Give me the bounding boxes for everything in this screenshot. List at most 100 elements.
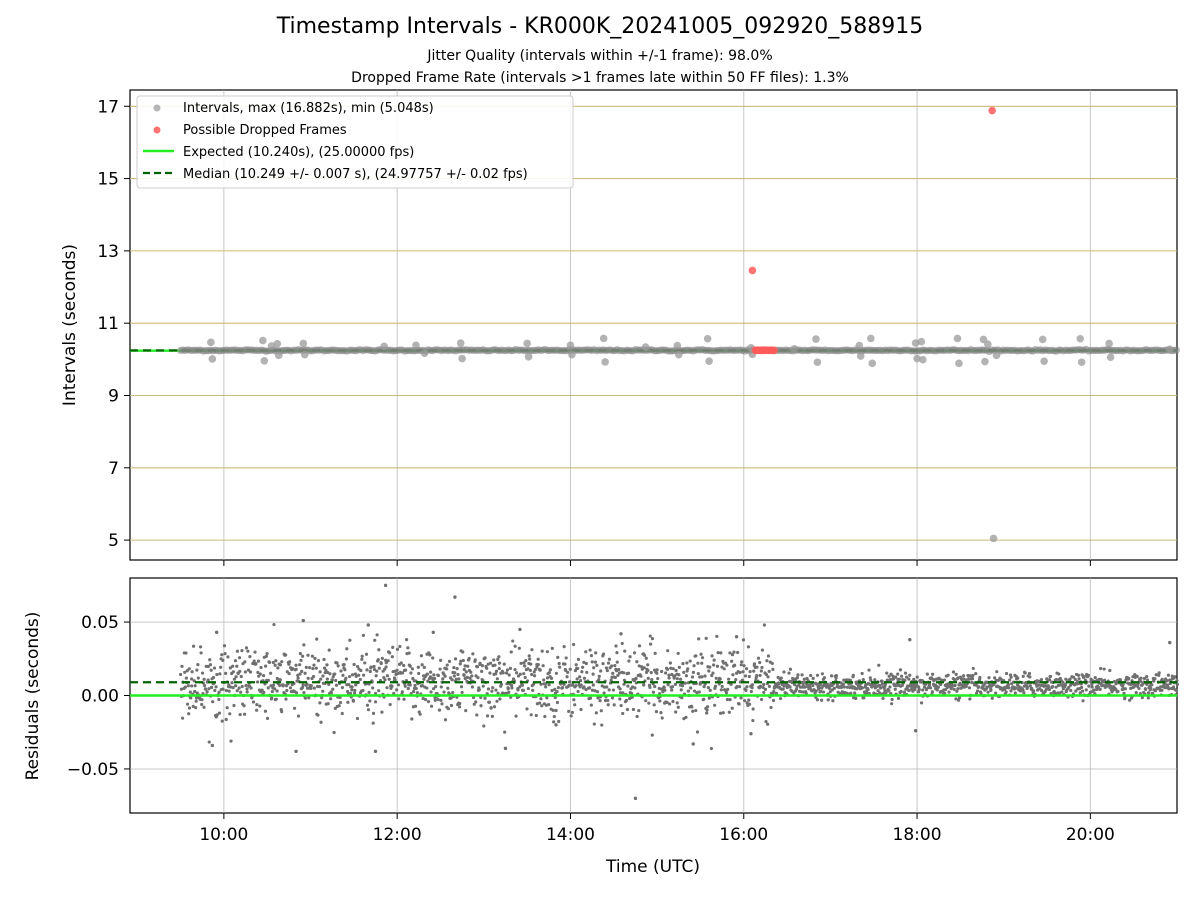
residual-point: [1175, 682, 1179, 686]
residual-point: [1005, 686, 1010, 690]
interval-point: [190, 346, 199, 354]
residual-point: [527, 661, 531, 666]
residual-point: [690, 705, 694, 709]
residual-point: [585, 670, 589, 674]
residual-point: [1053, 692, 1058, 696]
residual-point: [944, 674, 948, 678]
residual-point: [569, 693, 573, 697]
residual-point: [532, 670, 536, 674]
residual-point: [185, 702, 190, 706]
residual-point: [927, 685, 931, 690]
residual-point: [602, 685, 607, 689]
residual-point: [284, 697, 288, 701]
residual-point: [1136, 681, 1140, 685]
residual-point: [431, 687, 436, 691]
residual-point: [377, 666, 381, 670]
interval-point: [357, 346, 365, 354]
interval-point: [269, 346, 277, 354]
residual-point: [463, 664, 467, 668]
residual-point: [535, 702, 539, 706]
residual-point: [657, 686, 661, 691]
residual-point: [631, 678, 635, 682]
residual-point: [1048, 674, 1052, 679]
residual-point: [849, 691, 853, 695]
interval-point: [567, 346, 575, 354]
residual-point: [340, 711, 344, 716]
residual-point: [764, 672, 769, 677]
residual-point: [1167, 693, 1171, 698]
residual-point: [470, 685, 474, 689]
residual-point: [880, 679, 884, 683]
interval-point: [874, 346, 882, 355]
interval-point: [454, 346, 462, 354]
residual-point: [1135, 674, 1139, 678]
residual-point: [785, 684, 790, 688]
residual-point: [530, 684, 534, 688]
interval-point: [796, 346, 804, 354]
residual-point: [350, 688, 354, 692]
residual-point: [560, 686, 564, 690]
residual-point: [1056, 691, 1060, 695]
residual-point: [974, 672, 978, 676]
residual-point: [278, 683, 282, 688]
interval-point: [428, 347, 437, 355]
residual-point: [870, 685, 874, 689]
residual-point: [660, 669, 664, 674]
residual-point: [515, 695, 519, 700]
residual-point: [740, 678, 744, 682]
residual-point: [1105, 681, 1109, 685]
residual-point: [651, 690, 655, 694]
residual-point: [305, 682, 309, 686]
residual-point: [600, 723, 604, 727]
residual-point: [1093, 676, 1097, 680]
residual-point: [1037, 683, 1041, 687]
interval-point: [639, 346, 647, 354]
residual-point: [343, 678, 347, 682]
residual-point: [462, 673, 466, 677]
residual-point: [985, 680, 990, 684]
residual-point: [990, 696, 994, 700]
residual-point: [708, 688, 712, 692]
residual-point: [717, 676, 722, 680]
residual-point: [713, 684, 718, 688]
residual-point: [1021, 688, 1025, 692]
residual-point: [561, 692, 565, 696]
residual-point: [290, 682, 294, 687]
residual-point: [678, 695, 682, 699]
residual-point: [970, 676, 974, 680]
residual-point: [329, 691, 333, 695]
residual-point: [598, 695, 603, 699]
residual-point: [1121, 684, 1125, 688]
residual-point: [725, 697, 730, 702]
interval-point: [955, 359, 963, 368]
residual-point: [968, 697, 972, 701]
residual-point: [852, 685, 856, 689]
residual-point: [322, 666, 327, 670]
residual-point: [701, 697, 705, 702]
residual-point: [908, 684, 912, 688]
residual-point: [187, 667, 191, 671]
residual-point: [348, 674, 352, 679]
interval-point: [444, 347, 453, 355]
residual-point: [846, 678, 850, 683]
residual-point: [555, 690, 559, 694]
interval-point: [747, 343, 755, 352]
residual-point: [315, 637, 319, 641]
residual-point: [730, 653, 735, 657]
residual-point: [317, 680, 321, 684]
residual-point: [1145, 678, 1150, 682]
residual-point: [238, 712, 242, 717]
residual-point: [1093, 692, 1097, 696]
interval-point: [1020, 347, 1028, 355]
residual-point: [280, 660, 284, 664]
residual-point: [416, 682, 420, 686]
interval-point: [946, 346, 954, 355]
residual-point: [484, 664, 488, 669]
residual-point: [901, 678, 905, 682]
residual-point: [924, 688, 929, 692]
residual-point: [590, 660, 594, 664]
interval-point: [823, 347, 832, 355]
residual-point: [970, 680, 974, 685]
residual-point: [407, 683, 411, 687]
residual-point: [1003, 686, 1008, 690]
